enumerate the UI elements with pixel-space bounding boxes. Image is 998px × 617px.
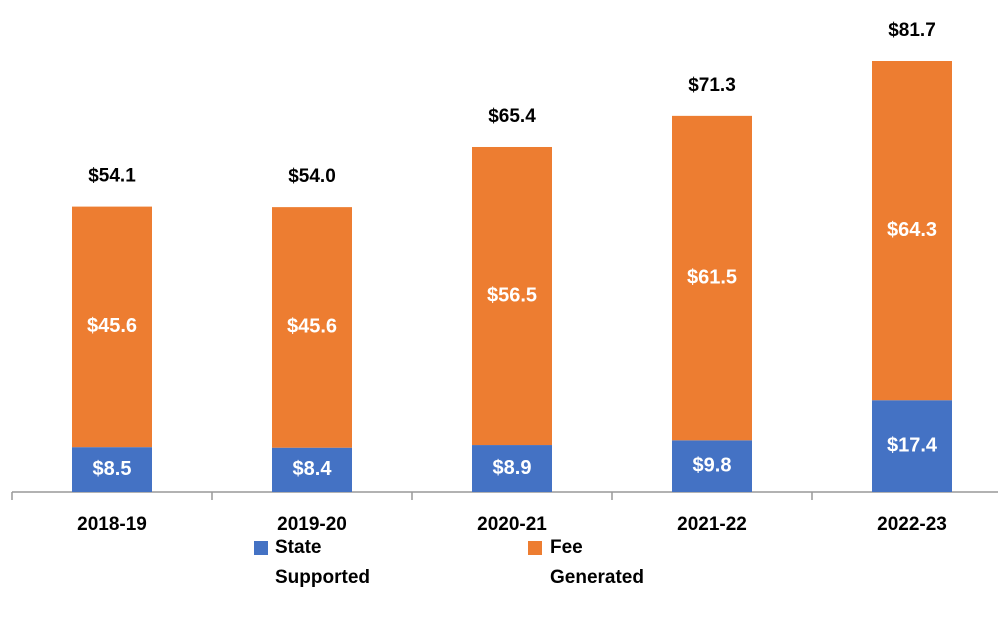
legend-label: Fee Generated [550,537,644,588]
total-label: $54.0 [288,166,336,187]
bar-segment [872,400,952,492]
bar-segment [472,146,552,446]
data-label: $64.3 [887,219,937,241]
data-label: $17.4 [887,434,938,456]
legend-swatch [528,541,542,555]
bar-segment [72,447,152,492]
data-label: $8.5 [93,458,132,480]
data-label: $56.5 [487,284,537,306]
total-label: $71.3 [688,75,736,96]
bar-segment [72,206,152,448]
bar-segment [672,115,752,441]
legend-label: State Supported [275,537,370,588]
x-tick-label: 2020-21 [477,514,547,535]
bar-segment [472,445,552,492]
data-label: $61.5 [687,266,737,288]
bar-segment [272,207,352,448]
x-tick-label: 2019-20 [277,514,347,535]
data-label: $8.9 [493,457,532,479]
x-tick-label: 2022-23 [877,514,947,535]
data-label: $9.8 [693,454,732,476]
x-tick-label: 2018-19 [77,514,147,535]
bar-segment [272,447,352,492]
bar-segment [872,61,952,401]
data-label: $45.6 [87,315,137,337]
total-label: $65.4 [488,106,536,127]
legend-swatch [254,541,268,555]
data-label: $45.6 [287,316,337,338]
x-tick-label: 2021-22 [677,514,747,535]
bar-segment [672,440,752,492]
total-label: $54.1 [88,166,136,187]
total-label: $81.7 [888,20,936,41]
data-label: $8.4 [293,458,333,480]
